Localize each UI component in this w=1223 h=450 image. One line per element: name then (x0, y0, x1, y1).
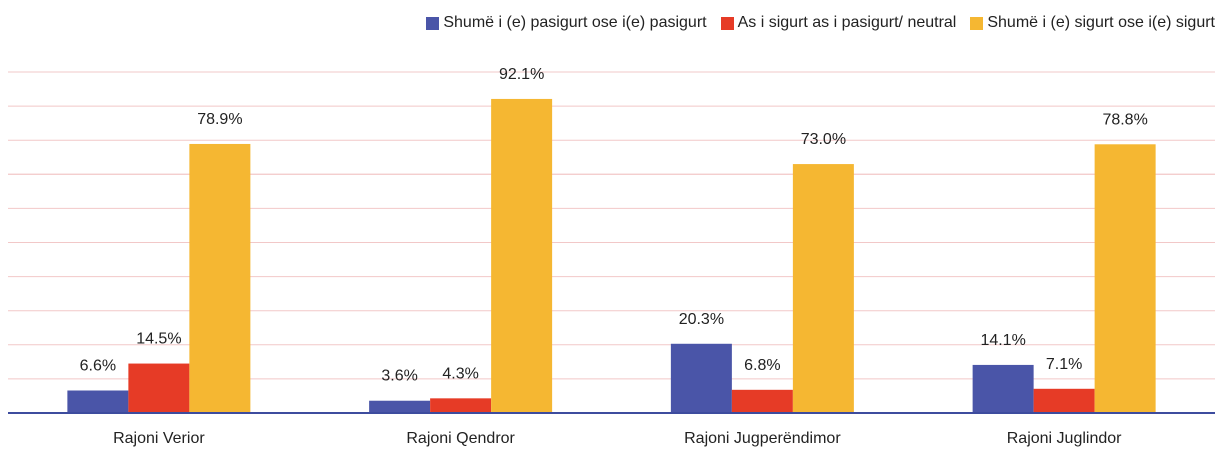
x-tick-label: Rajoni Qendror (406, 430, 515, 447)
data-label: 20.3% (679, 311, 724, 328)
bar (430, 398, 492, 413)
data-label: 78.8% (1102, 111, 1147, 128)
bar (670, 343, 732, 413)
bar (491, 98, 553, 414)
x-tick-label: Rajoni Jugperëndimor (684, 430, 841, 447)
bar (792, 164, 854, 413)
data-label: 6.6% (80, 357, 116, 374)
bar (731, 389, 793, 413)
data-label: 14.5% (136, 331, 181, 348)
data-label: 7.1% (1046, 356, 1082, 373)
data-label: 78.9% (197, 111, 242, 128)
bar (67, 390, 129, 413)
x-tick-label: Rajoni Juglindor (1007, 430, 1122, 447)
data-label: 4.3% (442, 365, 478, 382)
bar (128, 363, 190, 413)
legend-swatch (720, 16, 734, 30)
bar (369, 400, 431, 413)
legend-swatch (970, 16, 984, 30)
x-tick-label: Rajoni Verior (113, 430, 205, 447)
bar (1033, 388, 1095, 413)
data-label: 92.1% (499, 66, 544, 83)
bar (1094, 144, 1156, 414)
data-label: 73.0% (801, 131, 846, 148)
legend: Shumë i (e) pasigurt ose i(e) pasigurt As… (426, 14, 1215, 32)
legend-item: Shumë i (e) sigurt ose i(e) sigurt (970, 14, 1215, 32)
legend-swatch (426, 16, 440, 30)
data-label: 3.6% (381, 368, 417, 385)
legend-label: Shumë i (e) pasigurt ose i(e) pasigurt (443, 14, 707, 31)
legend-label: As i sigurt as i pasigurt/ neutral (737, 14, 957, 31)
legend-label: Shumë i (e) sigurt ose i(e) sigurt (987, 14, 1215, 31)
data-label: 14.1% (980, 332, 1025, 349)
bar (972, 364, 1034, 413)
bar (189, 143, 251, 414)
legend-item: Shumë i (e) pasigurt ose i(e) pasigurt (426, 14, 707, 32)
data-label: 6.8% (744, 357, 780, 374)
legend-item: As i sigurt as i pasigurt/ neutral (720, 14, 957, 32)
